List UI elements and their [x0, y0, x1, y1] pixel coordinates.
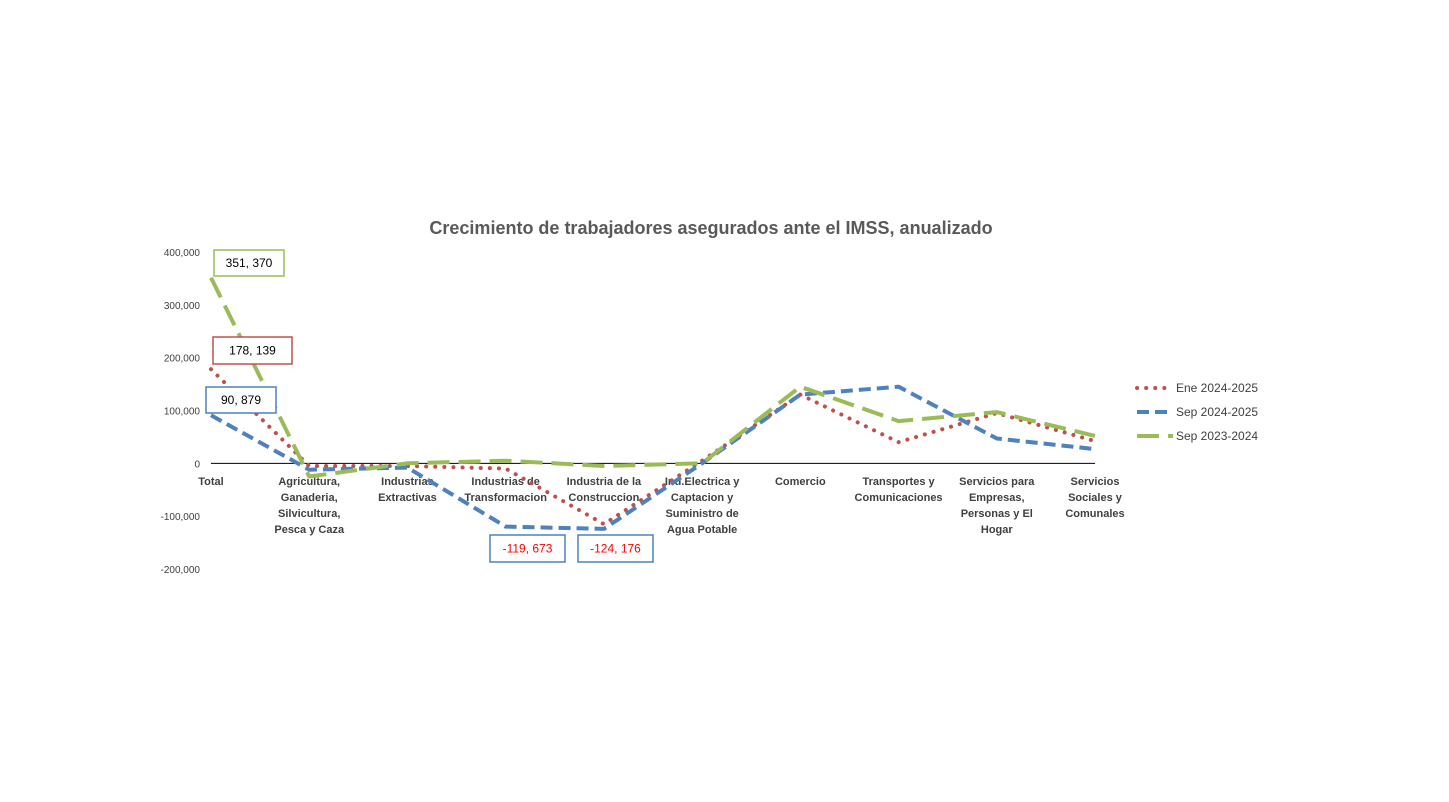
chart-title: Crecimiento de trabajadores asegurados a…: [429, 218, 992, 238]
x-tick-label-line: Industrias de: [471, 476, 539, 488]
x-tick-label-line: Comunales: [1065, 508, 1124, 520]
x-tick-label-line: Pesca y Caza: [274, 524, 345, 536]
x-tick-label-line: Construccion: [568, 492, 639, 504]
x-tick-label: Industrias de Transformacion: [464, 476, 547, 504]
x-tick-label-line: Total: [198, 476, 223, 488]
legend-label: Sep 2023-2024: [1176, 429, 1258, 443]
x-tick-label: Servicios Sociales y Comunales: [1065, 476, 1124, 520]
x-tick-label-line: Industria de la: [567, 476, 642, 488]
y-tick-label: 300,000: [164, 301, 201, 312]
data-callout-box: [212, 336, 293, 365]
x-tick-label-line: Personas y El: [961, 508, 1033, 520]
y-tick-label: 100,000: [164, 407, 201, 418]
y-tick-label: -200,000: [161, 565, 201, 576]
series-line-3: [209, 276, 1096, 479]
x-tick-label: Industria de la Construccion: [567, 476, 642, 504]
data-callout: -119, 673: [489, 534, 566, 563]
data-callout-box: [489, 534, 566, 563]
y-tick-label: -100,000: [161, 512, 201, 523]
x-tick-label-line: Comunicaciones: [855, 492, 943, 504]
x-tick-label-line: Empresas,: [969, 492, 1025, 504]
data-callout: 90, 879: [205, 386, 277, 414]
legend-label: Ene 2024-2025: [1176, 381, 1258, 395]
y-axis: 400,000 300,000 200,000 100,000 0 -100,000 -20…: [161, 248, 201, 576]
y-tick-label: 0: [194, 459, 200, 470]
data-callout: 178, 139: [212, 336, 293, 365]
data-callout-label: 178, 139: [229, 344, 276, 358]
legend: Ene 2024-2025 Sep 2024-2025 Sep 2023-2024: [1135, 381, 1258, 443]
legend-entry: Sep 2024-2025: [1137, 405, 1258, 419]
x-tick-label: Agricultura, Ganaderia, Silvicultura, Pesca…: [274, 476, 345, 536]
x-tick-label-line: Agricultura,: [278, 476, 340, 488]
data-callouts: 351, 370 178, 139 90, 879 -119, 673 -124, 17…: [205, 249, 654, 563]
data-callout: 351, 370: [213, 249, 285, 277]
x-tick-label: Servicios para Empresas, Personas y El Hoga…: [959, 476, 1035, 536]
x-tick-label: Ind.Electrica y Captacion y Suministro de A…: [665, 476, 740, 536]
data-callout-box: [213, 249, 285, 277]
data-callout: -124, 176: [577, 534, 654, 563]
data-callout-label: 351, 370: [226, 256, 273, 270]
x-tick-label-line: Servicios: [1071, 476, 1120, 488]
y-tick-label: 200,000: [164, 354, 201, 365]
x-axis-labels: Total Agricultura, Ganaderia, Silvicultura,…: [198, 476, 1124, 536]
x-tick-label: Industrias Extractivas: [378, 476, 437, 504]
x-tick-label-line: Ganaderia,: [281, 492, 338, 504]
y-tick-label: 400,000: [164, 248, 201, 259]
series-line-1: [209, 367, 1097, 527]
data-callout-box: [577, 534, 654, 563]
series-line-2: [210, 384, 1096, 531]
x-tick-label-line: Captacion y: [671, 492, 734, 504]
series-lines: [209, 276, 1097, 531]
data-callout-label: 90, 879: [221, 393, 261, 407]
x-tick-label: Total: [198, 476, 223, 488]
x-tick-label-line: Extractivas: [378, 492, 437, 504]
x-tick-label-line: Suministro de: [665, 508, 738, 520]
x-tick-label-line: Servicios para: [959, 476, 1035, 488]
legend-entry: Sep 2023-2024: [1137, 429, 1258, 443]
x-tick-label-line: Transportes y: [862, 476, 935, 488]
x-tick-label-line: Agua Potable: [667, 524, 737, 536]
x-tick-label-line: Sociales y: [1068, 492, 1123, 504]
x-tick-label: Comercio: [775, 476, 826, 488]
x-tick-label-line: Ind.Electrica y: [665, 476, 740, 488]
x-tick-label-line: Transformacion: [464, 492, 547, 504]
data-callout-label: -119, 673: [503, 542, 553, 556]
x-tick-label-line: Comercio: [775, 476, 826, 488]
x-tick-label-line: Silvicultura,: [278, 508, 340, 520]
x-tick-label: Transportes y Comunicaciones: [855, 476, 943, 504]
legend-entry: Ene 2024-2025: [1135, 381, 1258, 395]
x-tick-label-line: Hogar: [981, 524, 1014, 536]
legend-label: Sep 2024-2025: [1176, 405, 1258, 419]
data-callout-box: [205, 386, 277, 414]
x-tick-label-line: Industrias: [381, 476, 434, 488]
data-callout-label: -124, 176: [590, 542, 641, 556]
